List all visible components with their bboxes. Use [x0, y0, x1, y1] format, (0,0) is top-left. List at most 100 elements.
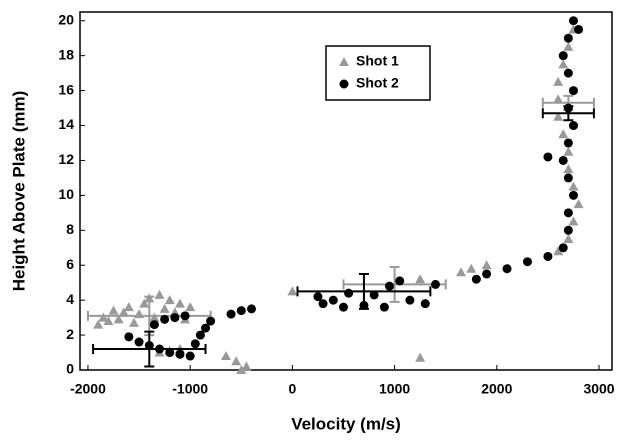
x-tick-label: -2000 — [70, 381, 106, 397]
point — [558, 59, 569, 69]
point — [543, 251, 553, 261]
point — [190, 339, 200, 349]
point — [415, 352, 426, 362]
point — [149, 312, 160, 322]
point — [226, 309, 236, 319]
point — [241, 361, 252, 371]
x-tick-label: 2000 — [481, 381, 512, 397]
point — [139, 298, 150, 308]
point — [108, 305, 119, 315]
point — [415, 274, 426, 284]
point — [563, 41, 574, 51]
point — [195, 330, 205, 340]
point — [113, 314, 124, 324]
y-tick-label: 20 — [58, 11, 74, 27]
point — [134, 337, 144, 347]
point — [563, 208, 573, 218]
point — [553, 111, 564, 121]
y-tick-label: 2 — [66, 326, 74, 342]
point — [313, 292, 323, 302]
x-tick-label: 1000 — [379, 381, 410, 397]
x-tick-label: 0 — [288, 381, 296, 397]
y-tick-label: 12 — [58, 151, 74, 167]
point — [185, 351, 195, 361]
point — [568, 181, 579, 191]
point — [338, 302, 348, 312]
point — [558, 129, 569, 139]
point — [128, 317, 139, 327]
point — [154, 289, 165, 299]
y-tick-label: 6 — [66, 256, 74, 272]
point — [543, 152, 553, 162]
x-tick-label: 3000 — [583, 381, 614, 397]
legend-label: Shot 1 — [356, 53, 399, 69]
x-tick-label: -1000 — [172, 381, 208, 397]
point — [563, 68, 573, 78]
point — [124, 332, 134, 342]
point — [553, 246, 564, 256]
point — [502, 264, 512, 274]
point — [466, 263, 477, 273]
point — [379, 302, 389, 312]
point — [568, 190, 578, 200]
legend-marker — [339, 79, 349, 89]
y-error-bar — [389, 265, 400, 303]
point — [456, 267, 467, 277]
y-axis-label: Height Above Plate (mm) — [9, 91, 28, 292]
y-error-bar — [144, 330, 155, 368]
x-axis-label: Velocity (m/s) — [291, 414, 401, 433]
y-error-bar — [563, 105, 574, 122]
y-tick-label: 16 — [58, 81, 74, 97]
point — [563, 138, 573, 148]
point — [287, 286, 298, 296]
point — [220, 351, 231, 361]
point — [573, 199, 584, 209]
point — [164, 295, 175, 305]
point — [160, 314, 170, 324]
point — [553, 94, 564, 104]
point — [201, 323, 211, 333]
point — [568, 86, 578, 96]
point — [558, 243, 568, 253]
plot-frame — [79, 11, 613, 371]
point — [405, 295, 415, 305]
y-tick-label: 0 — [66, 361, 74, 377]
point — [481, 260, 492, 270]
point — [574, 24, 584, 34]
point — [328, 295, 338, 305]
point — [558, 51, 568, 61]
point — [471, 274, 481, 284]
point — [93, 319, 104, 329]
point — [369, 290, 379, 300]
point — [568, 121, 578, 131]
point — [247, 304, 257, 314]
point — [344, 288, 354, 298]
point — [159, 303, 170, 313]
point — [395, 276, 405, 286]
point — [236, 365, 247, 374]
point — [174, 298, 185, 308]
point — [180, 311, 190, 321]
point — [165, 348, 175, 358]
point — [149, 320, 159, 330]
y-tick-label: 8 — [66, 221, 74, 237]
point — [482, 269, 492, 279]
point — [563, 173, 573, 183]
point — [563, 33, 573, 43]
point — [563, 234, 574, 244]
legend-box — [325, 45, 431, 101]
point — [420, 299, 430, 309]
point — [563, 164, 574, 174]
point — [98, 312, 109, 322]
point — [123, 302, 134, 312]
point — [118, 307, 129, 317]
point — [318, 299, 328, 309]
y-tick-label: 4 — [66, 291, 74, 307]
point — [185, 302, 196, 312]
point — [231, 356, 242, 366]
point — [568, 216, 579, 226]
point — [384, 281, 394, 291]
legend-marker — [339, 57, 349, 66]
legend-label: Shot 2 — [356, 75, 399, 91]
